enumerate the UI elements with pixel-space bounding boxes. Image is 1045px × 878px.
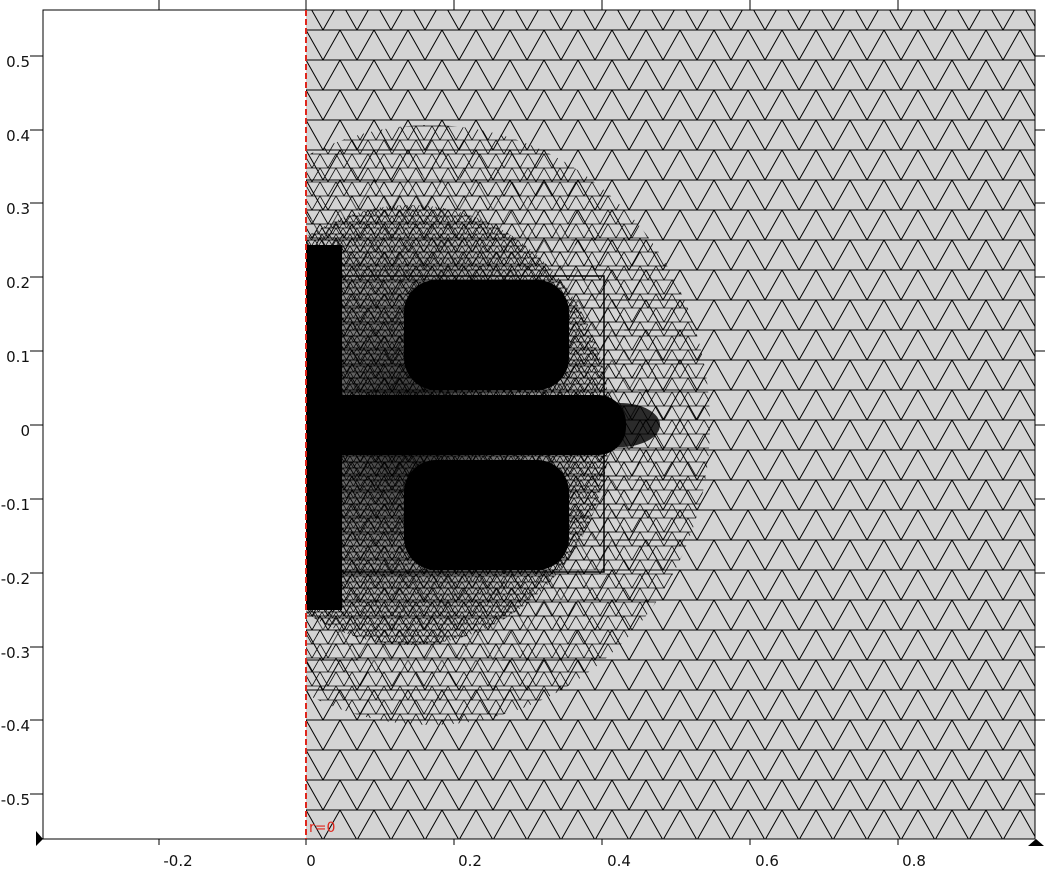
triangle-marker-icon bbox=[36, 831, 43, 846]
y-tick-label: 0.5 bbox=[6, 53, 30, 71]
y-tick-label: -0.2 bbox=[1, 570, 30, 588]
x-tick-label: 0.2 bbox=[458, 852, 482, 870]
triangle-marker-icon bbox=[1028, 839, 1044, 846]
y-tick-label: 0.4 bbox=[6, 127, 30, 145]
y-tick-label: 0.2 bbox=[6, 274, 30, 292]
y-axis: 0.5 0.4 0.3 0.2 0.1 0 -0.1 -0.2 -0.3 -0.… bbox=[1, 53, 1045, 809]
x-axis: -0.2 0 0.2 0.4 0.6 0.8 bbox=[158, 0, 926, 870]
x-tick-label: 0.6 bbox=[755, 852, 779, 870]
x-tick-label: 0.4 bbox=[607, 852, 631, 870]
x-tick-label: 0 bbox=[306, 852, 316, 870]
y-tick-label: -0.1 bbox=[1, 496, 30, 514]
y-tick-label: -0.5 bbox=[1, 791, 30, 809]
y-tick-label: 0.1 bbox=[6, 348, 30, 366]
y-tick-label: 0.3 bbox=[6, 200, 30, 218]
mesh-domain bbox=[306, 10, 1035, 839]
symmetry-axis-label: r=0 bbox=[309, 820, 335, 836]
inner-boundary bbox=[306, 275, 605, 573]
x-tick-label: 0.8 bbox=[902, 852, 926, 870]
dense-center-arm bbox=[306, 395, 626, 455]
y-tick-label: -0.3 bbox=[1, 644, 30, 662]
y-tick-label: -0.4 bbox=[1, 717, 30, 735]
x-tick-label: -0.2 bbox=[163, 852, 192, 870]
y-tick-label: 0 bbox=[20, 422, 30, 440]
dense-lower-block bbox=[404, 460, 569, 570]
dense-upper-block bbox=[404, 280, 569, 390]
